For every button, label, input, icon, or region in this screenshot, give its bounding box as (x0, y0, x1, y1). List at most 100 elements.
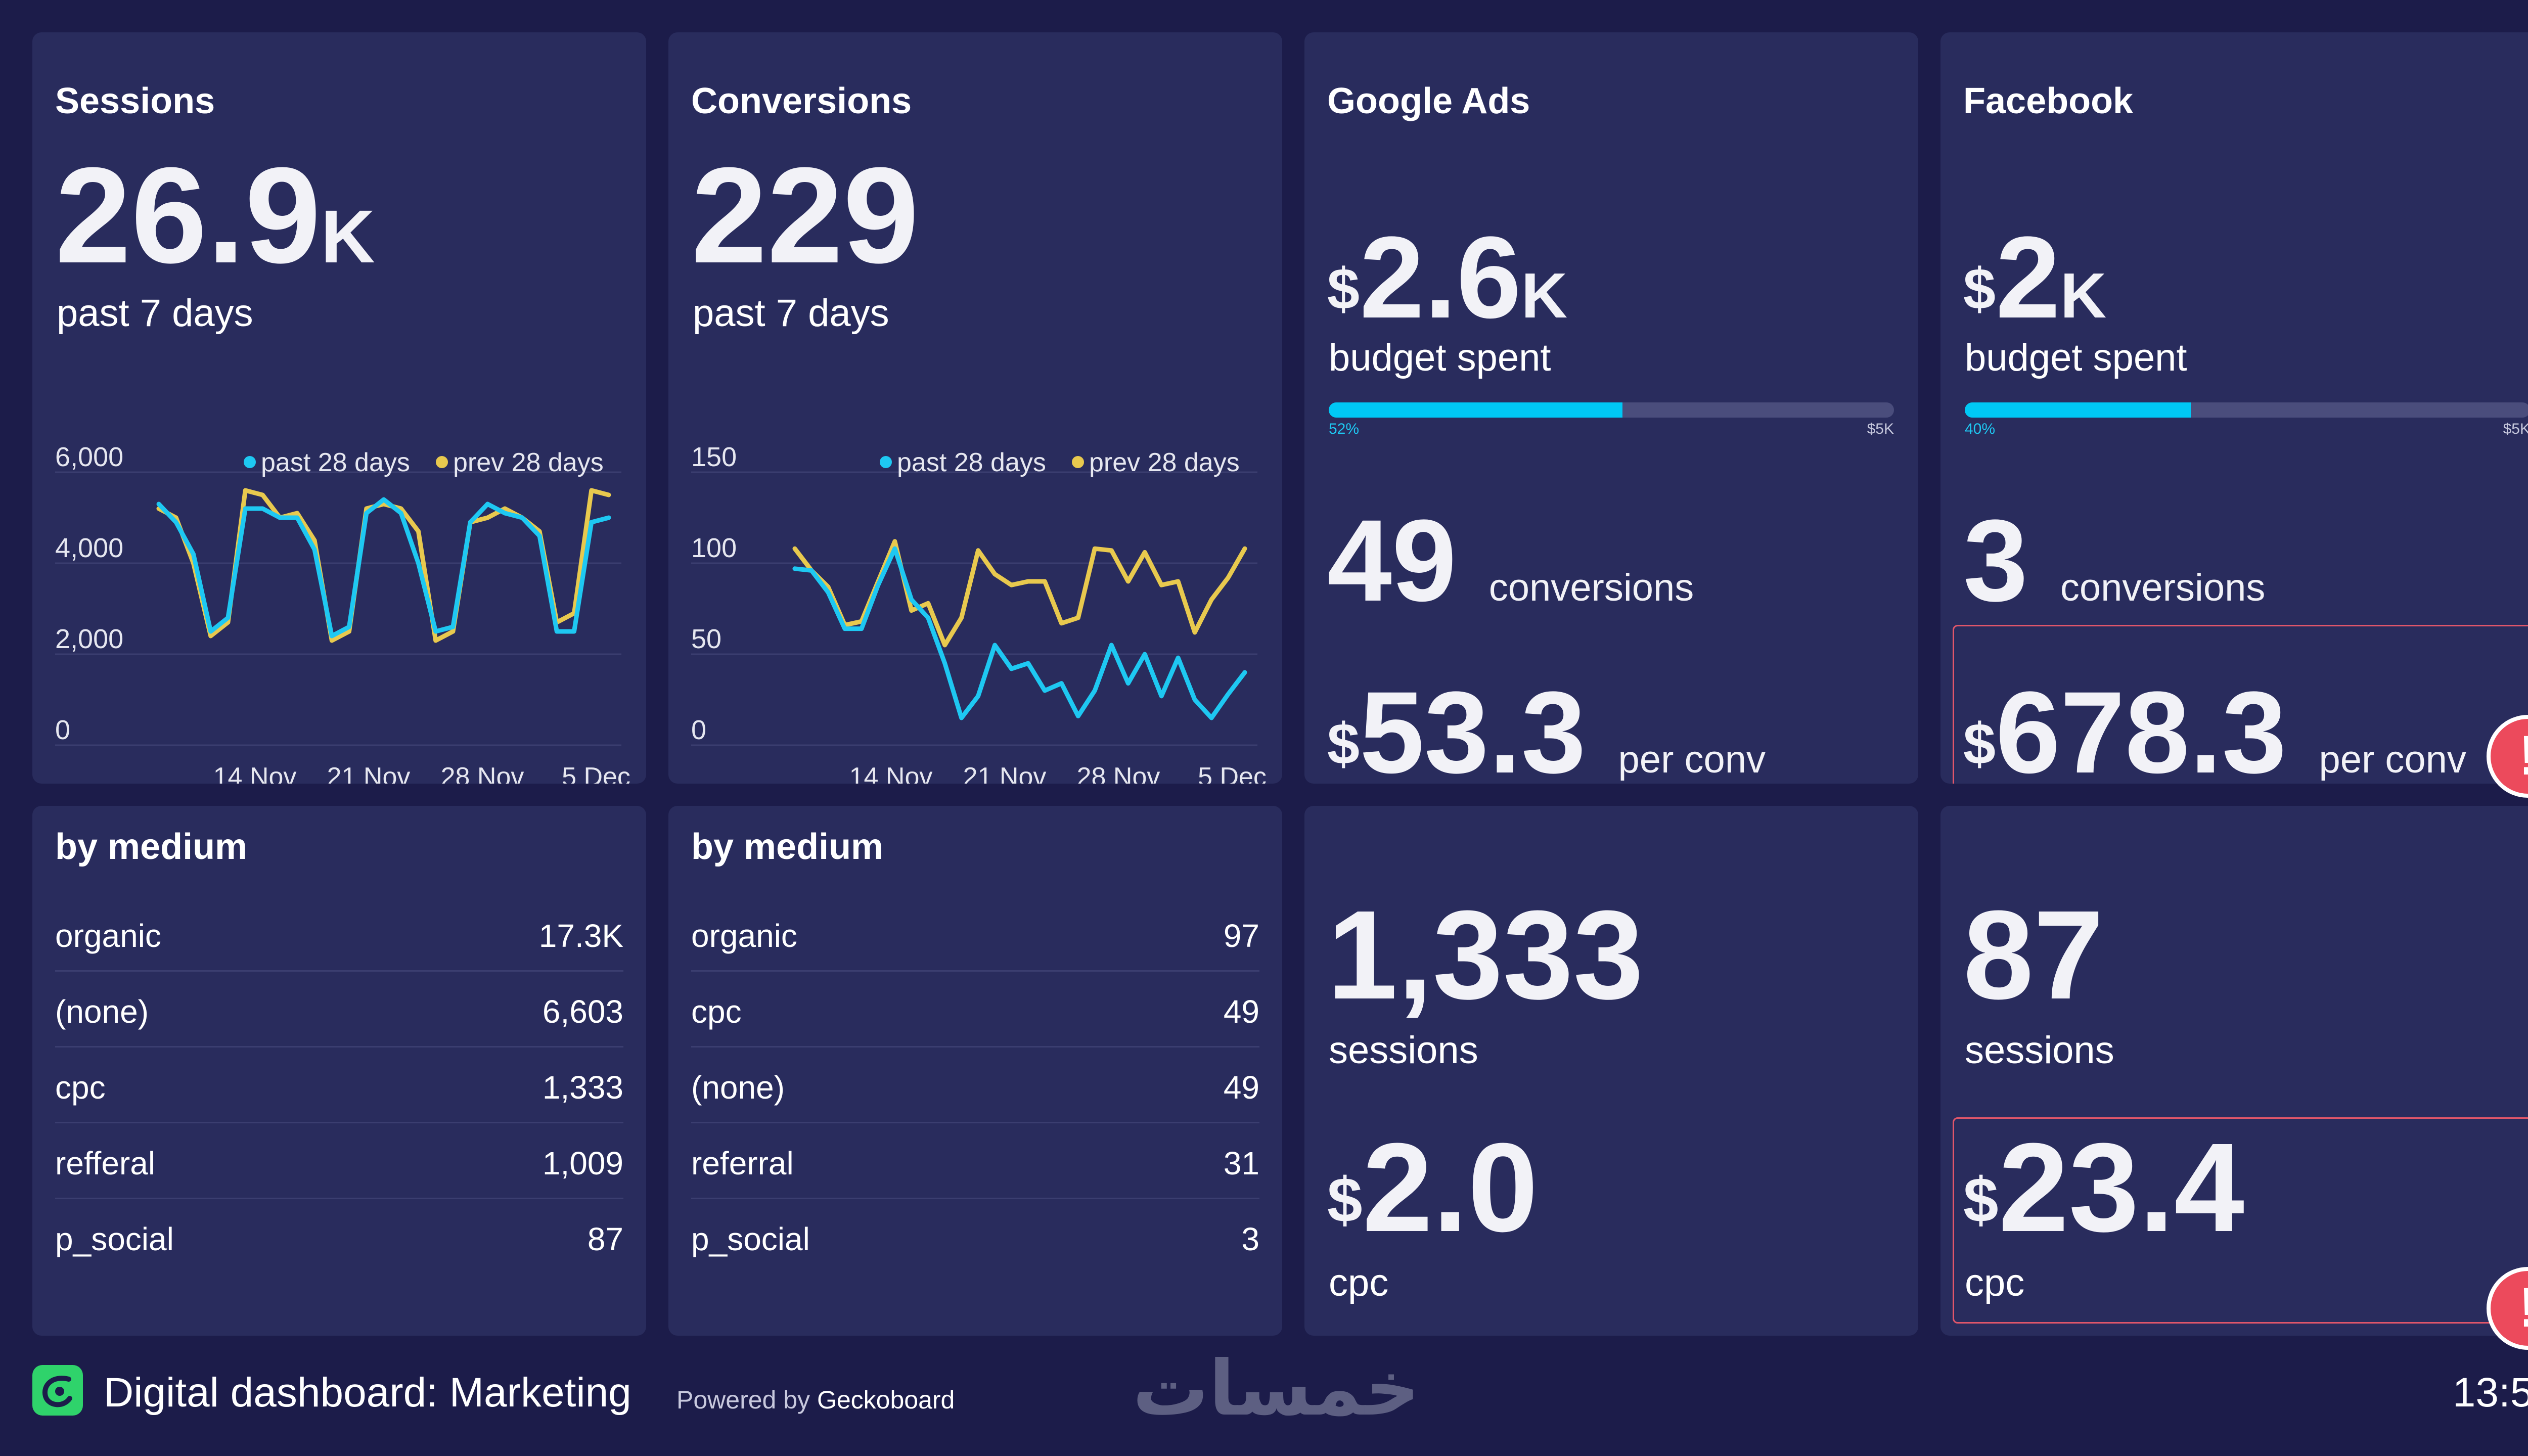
facebook-per-conv: $678.3 per conv (1963, 674, 2466, 784)
google-ads-title: Google Ads (1327, 81, 1530, 121)
facebook-cpc-number: 23.4 (1998, 1117, 2245, 1258)
conversions-panel: Conversions 229 past 7 days 150 100 50 0 14 … (668, 32, 1282, 784)
medium-value: 17.3K (538, 918, 623, 954)
medium-value: 1,333 (542, 1069, 623, 1106)
list-item: p_social 3 (691, 1198, 1259, 1273)
google-ads-cpc-dollar: $ (1327, 1165, 1363, 1236)
sessions-chart-x-tick-label: 5 Dec (562, 762, 630, 784)
list-item: organic 17.3K (55, 894, 623, 972)
sessions-title: Sessions (55, 81, 215, 121)
facebook-sessions-value: 87 (1963, 884, 2104, 1025)
google-ads-budget: $2.6K (1327, 219, 1567, 336)
conversions-chart-series-line (792, 546, 1247, 720)
facebook-progress-pct: 40% (1965, 421, 1996, 437)
facebook-budget-unit: K (2060, 259, 2107, 331)
conversions-chart-y-tick-label: 0 (691, 715, 706, 745)
list-item: cpc 49 (691, 970, 1259, 1048)
medium-label: organic (55, 918, 161, 954)
google-ads-sessions-value: 1,333 (1327, 884, 1644, 1025)
sessions-by-medium-panel: by medium organic 17.3K (none) 6,603 cpc 1,… (32, 806, 646, 1336)
medium-label: cpc (691, 993, 742, 1030)
sessions-chart-x-tick-label: 21 Nov (327, 762, 411, 784)
google-ads-budget-label: budget spent (1329, 336, 1551, 379)
facebook-per-conv-number: 678.3 (1995, 667, 2287, 784)
facebook-budget-number: 2 (1995, 212, 2060, 342)
google-ads-budget-number: 2.6 (1359, 212, 1521, 342)
google-ads-sessions-label: sessions (1329, 1029, 1478, 1072)
medium-value: 3 (1241, 1221, 1259, 1257)
medium-label: cpc (55, 1069, 106, 1106)
facebook-cpc-label: cpc (1965, 1261, 2025, 1304)
medium-label: referral (691, 1145, 794, 1181)
sessions-chart-legend-label: prev 28 days (453, 448, 604, 477)
conversions-chart-legend-label: past 28 days (897, 448, 1046, 477)
powered-by-prefix: Powered by (676, 1386, 810, 1414)
sessions-chart-y-tick-label: 6,000 (55, 442, 123, 472)
conversions-by-medium-title: by medium (691, 827, 884, 867)
google-ads-per-conv-label: per conv (1618, 738, 1766, 781)
list-item: organic 97 (691, 894, 1259, 972)
conversions-chart-legend-dot (1072, 456, 1084, 468)
dashboard-title: Digital dashboard: Marketing (104, 1370, 631, 1416)
medium-label: organic (691, 918, 797, 954)
google-ads-progress-max: $5K (1867, 421, 1894, 437)
watermark: خمسات (1133, 1345, 1420, 1433)
conversions-chart-legend-label: prev 28 days (1089, 448, 1240, 477)
sessions-value: 26.9K (55, 148, 375, 284)
google-ads-per-conv-dollar: $ (1327, 711, 1360, 777)
google-ads-per-conv-number: 53.3 (1359, 667, 1586, 784)
clock-time: 13:50 (2452, 1370, 2528, 1416)
google-ads-cpc-label: cpc (1329, 1261, 1389, 1304)
medium-value: 6,603 (542, 993, 623, 1030)
sessions-chart-legend-label: past 28 days (261, 448, 410, 477)
conversions-line-chart: 150 100 50 0 14 Nov 21 Nov 28 Nov 5 Dec past 28 … (691, 442, 1267, 784)
google-ads-budget-progress (1329, 402, 1894, 418)
facebook-title: Facebook (1963, 81, 2134, 121)
conversions-chart-y-tick-label: 150 (691, 442, 737, 472)
list-item: referral 31 (691, 1122, 1259, 1199)
conversions-chart-y-tick-label: 50 (691, 624, 721, 654)
facebook-sessions-label: sessions (1965, 1029, 2114, 1072)
medium-label: p_social (55, 1221, 174, 1257)
facebook-cpc: $23.4 (1963, 1124, 2244, 1251)
list-item: p_social 87 (55, 1198, 623, 1273)
google-ads-progress-fill (1329, 402, 1623, 418)
facebook-per-conv-label: per conv (2319, 738, 2466, 781)
list-item: (none) 49 (691, 1046, 1259, 1123)
medium-label: (none) (55, 993, 149, 1030)
google-ads-panel: Google Ads $2.6K budget spent 52% $5K 49… (1304, 32, 1918, 784)
sessions-panel: Sessions 26.9K past 7 days 6,000 4,000 2,0… (32, 32, 646, 784)
sessions-chart-y-tick-label: 4,000 (55, 533, 123, 563)
facebook-progress-fill (1965, 402, 2191, 418)
conversions-chart-x-tick-label: 28 Nov (1077, 762, 1160, 784)
sessions-chart-series-line (156, 497, 611, 639)
facebook-progress-max: $5K (2503, 421, 2528, 437)
google-ads-budget-dollar: $ (1327, 256, 1360, 322)
facebook-per-conv-alert-box (1953, 625, 2528, 784)
medium-value: 1,009 (542, 1145, 623, 1181)
conversions-chart-legend-dot (880, 456, 892, 468)
conversions-value: 229 (691, 140, 919, 292)
google-ads-per-conv: $53.3 per conv (1327, 674, 1766, 784)
google-ads-progress-pct: 52% (1329, 421, 1360, 437)
conversions-chart-x-tick-label: 5 Dec (1198, 762, 1267, 784)
conversions-chart-y-tick-label: 100 (691, 533, 737, 563)
sessions-number: 26.9 (55, 140, 321, 292)
sessions-chart-y-tick-label: 2,000 (55, 624, 123, 654)
facebook-cpc-alert-box (1953, 1117, 2528, 1324)
medium-value: 87 (587, 1221, 623, 1257)
facebook-budget: $2K (1963, 219, 2106, 336)
facebook-conversions-number: 3 (1963, 495, 2028, 625)
medium-value: 49 (1223, 993, 1259, 1030)
conversions-title: Conversions (691, 81, 912, 121)
facebook-budget-progress (1965, 402, 2528, 418)
facebook-panel: Facebook $2K budget spent 40% $5K 3 conv… (1940, 32, 2528, 784)
conversions-by-medium-panel: by medium organic 97 cpc 49 (none) 49 refer… (668, 806, 1282, 1336)
sessions-chart-y-tick-label: 0 (55, 715, 70, 745)
sessions-chart-legend-dot (436, 456, 448, 468)
facebook-cpc-dollar: $ (1963, 1165, 1999, 1236)
google-ads-conversions-label: conversions (1488, 566, 1694, 609)
facebook-conversions: 3 conversions (1963, 503, 2265, 619)
medium-value: 31 (1223, 1145, 1259, 1181)
facebook-sessions-panel: 87 sessions $23.4 cpc (1940, 806, 2528, 1336)
